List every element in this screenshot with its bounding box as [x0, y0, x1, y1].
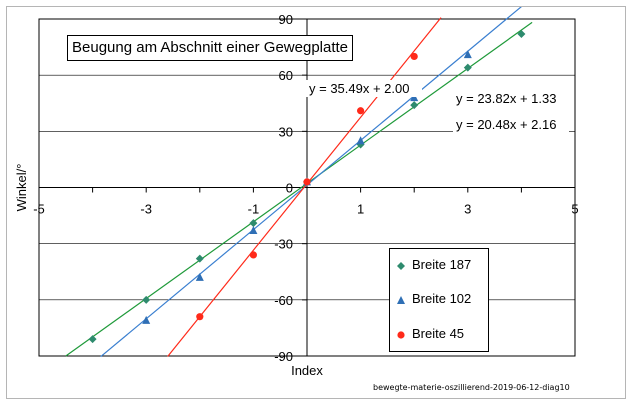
chart-frame: -5 -3 -1 1 3 5 -90 -60 -30 0 30 60 90 Index Winkel/° y …: [6, 6, 626, 399]
diamond-marker-icon: [397, 261, 405, 270]
trendline: [100, 7, 522, 358]
y-axis-title: Winkel/°: [14, 164, 29, 212]
y-tick-label: 0: [286, 181, 293, 196]
triangle-marker-icon: [397, 295, 405, 304]
data-point: [356, 136, 365, 145]
legend-label: Breite 102: [412, 291, 472, 306]
x-tick-label: -1: [248, 202, 260, 217]
legend-item-breite-102: Breite 102: [396, 291, 471, 306]
label-layer: -5 -3 -1 1 3 5 -90 -60 -30 0 30 60 90 Index Winkel/° y …: [14, 12, 579, 378]
legend-label: Breite 187: [412, 257, 472, 272]
trendline-equation: y = 35.49x + 2.00: [309, 81, 409, 96]
data-point: [88, 335, 97, 344]
x-tick-label: 5: [571, 202, 578, 217]
y-tick-label: 90: [279, 12, 293, 27]
trendline-equation: y = 23.82x + 1.33: [456, 91, 556, 106]
data-point: [249, 219, 258, 228]
y-tick-label: -60: [274, 293, 293, 308]
chart-title: Beugung am Abschnitt einer Gewegplatte: [67, 35, 354, 61]
x-axis-title: Index: [291, 363, 323, 378]
circle-marker-icon: [397, 330, 405, 339]
legend: Breite 187 Breite 102 Breite 45: [389, 248, 489, 352]
y-tick-label: 30: [279, 124, 293, 139]
data-point: [195, 272, 204, 281]
data-point: [249, 226, 258, 235]
y-tick-label: -30: [274, 237, 293, 252]
x-tick-label: 3: [464, 202, 471, 217]
data-point: [357, 107, 365, 115]
data-point: [517, 29, 526, 38]
data-point: [196, 313, 204, 321]
y-tick-label: -90: [274, 349, 293, 364]
x-tick-label: -5: [33, 202, 45, 217]
equation-background: [306, 80, 422, 97]
data-point: [303, 178, 311, 186]
x-tick-label: -3: [140, 202, 152, 217]
legend-label: Breite 45: [412, 326, 465, 341]
equation-background: [453, 116, 569, 133]
data-point: [410, 101, 419, 110]
data-point: [195, 254, 204, 263]
data-point: [142, 315, 151, 324]
legend-item-breite-45: Breite 45: [396, 326, 464, 341]
data-point: [463, 63, 472, 72]
equation-background: [453, 90, 569, 107]
data-point: [249, 251, 257, 259]
trendline: [167, 17, 442, 357]
x-tick-label: 1: [357, 202, 364, 217]
axis-layer: [38, 18, 576, 357]
scatter-chart: -5 -3 -1 1 3 5 -90 -60 -30 0 30 60 90 Index Winkel/° y …: [14, 7, 579, 378]
source-note: bewegte-materie-oszillierend-2019-06-12-…: [373, 383, 570, 392]
data-point-layer: [88, 29, 526, 344]
data-point: [142, 295, 151, 304]
data-point: [463, 50, 472, 59]
data-point: [410, 93, 419, 102]
legend-item-breite-187: Breite 187: [396, 257, 471, 272]
y-tick-label: 60: [279, 68, 293, 83]
trendline-equation: y = 20.48x + 2.16: [456, 117, 556, 132]
data-point: [410, 52, 418, 61]
